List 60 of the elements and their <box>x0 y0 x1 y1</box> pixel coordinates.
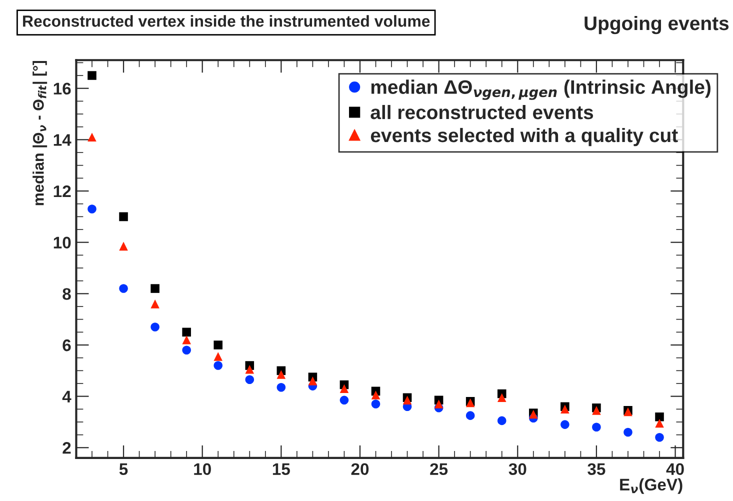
point <box>434 400 444 408</box>
point <box>340 384 349 394</box>
point <box>402 396 412 405</box>
point <box>497 393 506 402</box>
point <box>88 132 96 142</box>
point <box>150 284 160 293</box>
chart-subtitle: Upgoing events <box>584 16 729 34</box>
y-tick-label: 6 <box>62 339 71 352</box>
point <box>276 370 286 379</box>
y-tick-label: 12 <box>54 185 71 198</box>
y-tick-label: 14 <box>54 134 72 146</box>
point <box>560 420 570 429</box>
point <box>592 406 601 415</box>
chart-title: Reconstructed vertex inside the instrumented volume <box>23 15 430 27</box>
point <box>655 418 664 428</box>
point <box>88 204 96 214</box>
point <box>182 335 191 344</box>
x-tick-label: 25 <box>430 463 448 476</box>
point <box>497 416 506 426</box>
point <box>150 300 160 308</box>
y-tick-label: 4 <box>62 390 72 402</box>
y-tick-label: 16 <box>54 82 71 95</box>
point <box>150 322 160 332</box>
y-tick-label: 8 <box>62 288 71 300</box>
point <box>245 375 254 384</box>
y-tick-label: 2 <box>62 442 71 454</box>
point <box>119 242 128 251</box>
point <box>276 382 286 392</box>
x-tick-label: 15 <box>272 463 290 476</box>
point <box>214 340 222 350</box>
x-tick-label: 35 <box>588 463 606 476</box>
legend-label: median ΔΘ$_{νgen,μgen}$ (Intrinsic Angle) <box>371 80 710 100</box>
point <box>560 404 570 414</box>
point <box>182 328 191 337</box>
point <box>466 411 475 420</box>
point <box>119 212 128 222</box>
point <box>371 400 380 408</box>
x-tick-label: 10 <box>194 463 211 476</box>
point <box>624 428 632 437</box>
x-tick-label: 20 <box>351 463 369 476</box>
legend-label: events selected with a quality cut <box>370 128 678 146</box>
x-axis-title: E$_{ν}$(GeV) <box>620 478 682 494</box>
point <box>340 396 349 405</box>
x-tick-label: 30 <box>508 463 526 476</box>
point <box>119 284 128 293</box>
point <box>214 361 222 370</box>
point <box>371 390 380 400</box>
y-axis-title: median |Θ$_{ν}$ - Θ$_{fit}$| [°] <box>32 61 48 206</box>
point <box>655 432 664 442</box>
point <box>655 412 664 422</box>
point <box>182 346 191 355</box>
y-tick-label: 10 <box>54 236 71 249</box>
x-tick-label: 40 <box>666 463 684 476</box>
point <box>88 71 96 80</box>
x-tick-label: 5 <box>119 463 128 476</box>
point <box>245 364 254 374</box>
point <box>214 352 222 361</box>
point <box>308 376 318 386</box>
legend-label: all reconstructed events <box>370 104 594 120</box>
point <box>592 422 601 432</box>
